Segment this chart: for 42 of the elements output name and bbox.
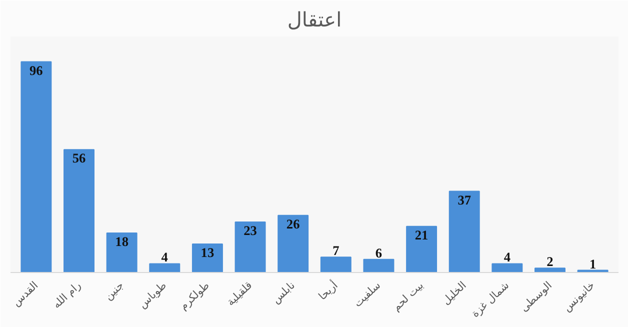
data-label: 4 bbox=[161, 250, 168, 265]
x-tick-label: الخليل bbox=[440, 278, 469, 308]
data-label: 21 bbox=[414, 227, 428, 242]
bar bbox=[106, 232, 138, 272]
x-tick-label: قلقيلية bbox=[224, 278, 255, 308]
bar bbox=[534, 268, 566, 272]
data-label: 26 bbox=[286, 216, 300, 232]
data-label: 13 bbox=[200, 244, 214, 260]
bar bbox=[363, 258, 394, 272]
bar bbox=[149, 263, 180, 272]
data-label: 37 bbox=[458, 192, 472, 208]
bar bbox=[492, 263, 523, 272]
data-label: 1 bbox=[589, 256, 596, 272]
x-tick-label: القدس bbox=[10, 278, 41, 309]
chart-title: اعتقال bbox=[287, 8, 342, 32]
bar bbox=[192, 243, 223, 272]
bar bbox=[406, 226, 438, 272]
data-label: 4 bbox=[504, 250, 511, 265]
data-label: 96 bbox=[30, 62, 44, 78]
x-tick-label: بيت لحم bbox=[390, 278, 426, 314]
x-tick-label: طولكرم bbox=[176, 278, 212, 313]
bar bbox=[320, 256, 352, 272]
x-tick-label: رام الله bbox=[50, 278, 84, 312]
data-label: 23 bbox=[244, 223, 258, 238]
x-tick-label: خانيونس bbox=[560, 278, 598, 314]
x-tick-label: الوسطى bbox=[518, 278, 554, 314]
data-label: 18 bbox=[115, 234, 129, 249]
data-label: 7 bbox=[332, 243, 340, 258]
bar bbox=[448, 190, 480, 272]
bar bbox=[234, 222, 266, 272]
x-tick-label: أريحا bbox=[315, 278, 340, 303]
x-tick-label: سلفيت bbox=[351, 278, 384, 310]
x-tick-label: طوباس bbox=[136, 278, 170, 311]
x-tick-label: نابلس bbox=[269, 278, 298, 306]
data-label: 2 bbox=[546, 254, 554, 270]
x-tick-label: جنين bbox=[102, 278, 126, 303]
bar bbox=[64, 149, 94, 272]
bar bbox=[20, 61, 52, 272]
data-label: 6 bbox=[375, 245, 382, 260]
data-label: 56 bbox=[72, 150, 86, 166]
bar bbox=[278, 214, 309, 272]
x-tick-label: شمال غزة bbox=[468, 278, 512, 320]
